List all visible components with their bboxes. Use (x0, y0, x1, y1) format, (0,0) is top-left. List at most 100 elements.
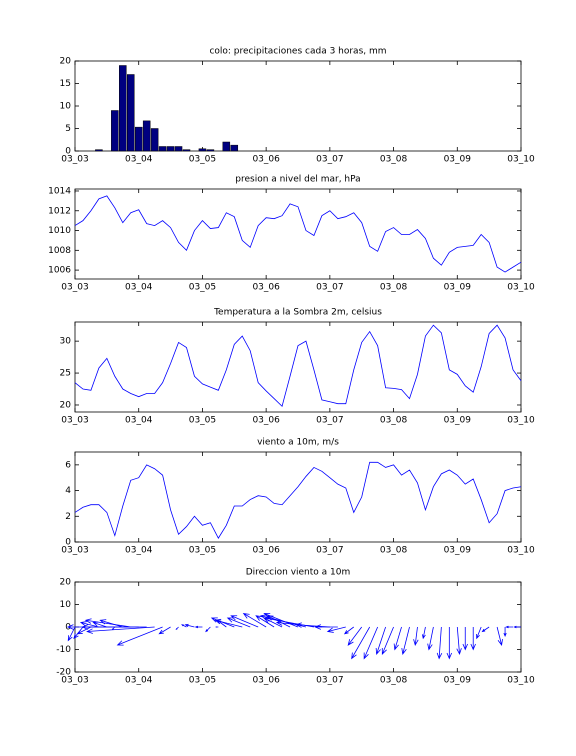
data-line (74, 195, 522, 273)
wind-arrow (505, 625, 514, 629)
y-tick-label: 4 (65, 486, 71, 496)
wind-arrow (375, 626, 386, 655)
panel-title: presion a nivel del mar, hPa (235, 175, 360, 185)
x-tick-label: 03_03 (61, 676, 88, 686)
wind-arrow (263, 612, 299, 628)
y-tick-label: 20 (60, 57, 72, 67)
x-tick-label: 03_07 (316, 283, 343, 293)
x-tick-label: 03_07 (316, 416, 343, 426)
panel-title: colo: precipitaciones cada 3 horas, mm (209, 47, 386, 57)
x-tick-label: 03_08 (380, 546, 408, 556)
bar (95, 149, 103, 152)
x-tick-label: 03_10 (507, 546, 535, 556)
wind-arrow (393, 626, 402, 651)
panel-title: Temperatura a la Sombra 2m, celsius (213, 308, 382, 318)
wind-arrow (381, 626, 394, 655)
x-tick-label: 03_03 (61, 155, 88, 165)
wind-arrow (215, 626, 219, 628)
y-tick-label: 10 (60, 102, 72, 112)
bar (150, 128, 159, 152)
axes-frame (74, 321, 522, 413)
bar (158, 146, 167, 152)
wind-arrow (116, 626, 163, 646)
x-tick-label: 03_06 (252, 283, 280, 293)
x-tick-label: 03_03 (61, 416, 88, 426)
x-tick-label: 03_05 (189, 676, 216, 686)
wind-arrow (421, 626, 426, 640)
x-tick-label: 03_09 (444, 416, 472, 426)
wind-arrow (503, 627, 507, 638)
y-tick-label: 2 (65, 512, 71, 522)
y-tick-label: 20 (60, 400, 72, 410)
x-tick-label: 03_05 (189, 155, 216, 165)
wind-arrow (462, 627, 468, 651)
y-tick-label: 0 (65, 147, 71, 157)
axes-frame (74, 188, 522, 280)
wind-arrow (255, 615, 275, 628)
wind-arrow (413, 626, 419, 647)
x-tick-label: 03_06 (252, 676, 280, 686)
wind-arrow (513, 625, 521, 629)
wind-arrow (476, 626, 482, 640)
wind-arrow (226, 617, 251, 628)
x-tick-label: 03_06 (252, 416, 280, 426)
bar (198, 148, 207, 152)
x-tick-label: 03_10 (507, 155, 535, 165)
data-line (74, 461, 522, 539)
y-tick-label: 1012 (48, 206, 71, 216)
bar (222, 141, 231, 152)
x-tick-label: 03_06 (252, 546, 280, 556)
y-tick-label: 20 (60, 578, 72, 588)
x-tick-label: 03_07 (316, 676, 343, 686)
wind-arrow (446, 627, 453, 660)
wind-arrow (242, 612, 267, 628)
wind-arrow (401, 626, 410, 655)
wind-arrow (84, 618, 131, 628)
y-tick-label: -10 (56, 645, 71, 655)
bar (230, 144, 239, 152)
x-tick-label: 03_10 (507, 283, 535, 293)
y-tick-label: -20 (56, 668, 71, 678)
wind-arrow (363, 626, 379, 660)
wind-arrow (314, 624, 338, 630)
wind-arrow (205, 626, 211, 633)
x-tick-label: 03_06 (252, 155, 280, 165)
wind-arrow (76, 626, 92, 635)
x-tick-label: 03_09 (444, 546, 472, 556)
data-line (74, 324, 522, 408)
y-tick-label: 30 (60, 337, 72, 347)
wind-arrow (343, 626, 354, 635)
wind-arrow (214, 618, 243, 628)
wind-arrow (470, 627, 476, 651)
wind-arrow (456, 626, 462, 656)
wind-arrow (158, 626, 171, 635)
x-tick-label: 03_04 (125, 155, 153, 165)
wind-arrow (230, 615, 259, 628)
x-tick-label: 03_09 (444, 676, 472, 686)
wind-arrow (436, 626, 443, 660)
wind-arrow (184, 623, 195, 628)
y-tick-label: 5 (65, 124, 71, 134)
y-tick-label: 0 (65, 538, 71, 548)
y-tick-label: 1014 (48, 186, 71, 196)
x-tick-label: 03_05 (189, 283, 216, 293)
x-tick-label: 03_04 (125, 546, 153, 556)
x-tick-label: 03_09 (444, 155, 472, 165)
x-tick-label: 03_07 (316, 546, 343, 556)
bar (126, 74, 135, 152)
x-tick-label: 03_03 (61, 546, 88, 556)
wind-arrow (79, 621, 99, 628)
x-tick-label: 03_04 (125, 416, 153, 426)
x-tick-label: 03_08 (380, 283, 408, 293)
bar (182, 149, 191, 152)
y-tick-label: 1010 (48, 226, 71, 236)
wind-arrow (181, 624, 187, 628)
wind-arrow (496, 626, 503, 646)
bar (206, 149, 215, 152)
bar (134, 126, 143, 152)
y-tick-label: 1006 (48, 266, 71, 276)
bar (142, 120, 151, 152)
wind-arrow (66, 624, 147, 630)
wind-arrow (86, 626, 155, 634)
